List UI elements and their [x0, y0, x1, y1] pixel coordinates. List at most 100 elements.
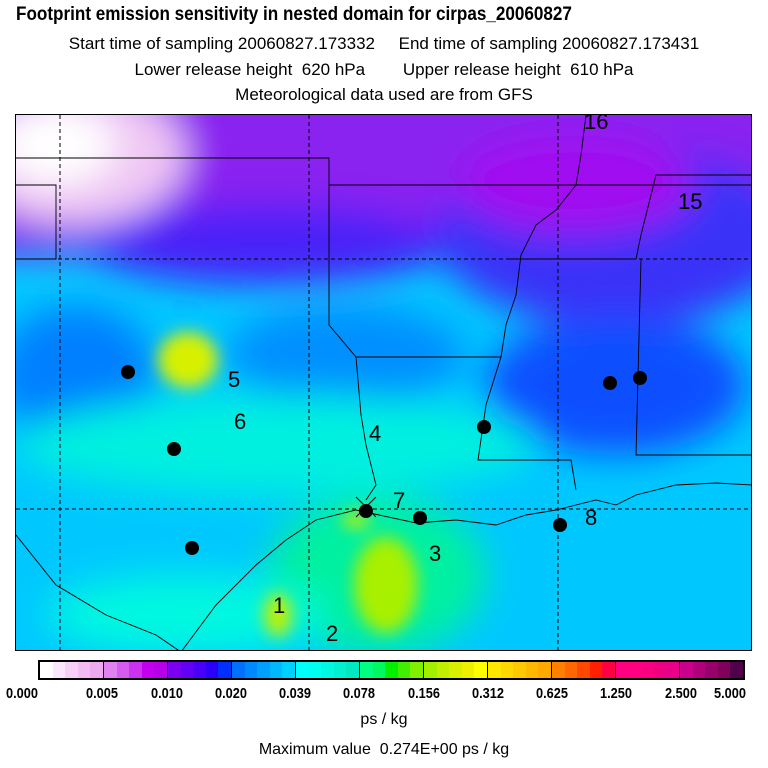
map-label: 5 [228, 367, 240, 392]
colorbar-segment [488, 662, 552, 678]
colorbar-swatch [525, 662, 539, 678]
receptor-marker [477, 420, 491, 434]
colorbar-swatch [461, 662, 475, 678]
colorbar-swatch [641, 662, 654, 678]
colorbar-swatch [602, 662, 615, 678]
receptor-marker [359, 504, 373, 518]
colorbar-tick-label: 0.039 [279, 685, 312, 702]
maximum-value: Maximum value 0.274E+00 ps / kg [258, 741, 510, 758]
colorbar-segment [680, 662, 743, 678]
map-labels: 16 15 5 6 4 7 3 8 1 2 [228, 115, 702, 646]
colorbar-swatch [564, 662, 578, 678]
colorbar-swatch [513, 662, 526, 678]
colorbar-swatch [244, 662, 258, 678]
colorbar-swatch [205, 662, 219, 678]
colorbar-swatch [474, 662, 487, 678]
colorbar-swatch [717, 662, 731, 678]
receptor-marker [167, 442, 181, 456]
colorbar-swatch [372, 662, 386, 678]
colorbar-tick-label: 2.500 [664, 685, 697, 702]
colorbar-swatch [628, 662, 642, 678]
colorbar-swatch [500, 662, 514, 678]
colorbar-tick-label: 0.005 [86, 685, 119, 702]
colorbar-swatch [589, 662, 603, 678]
colorbar-unit: ps / kg [360, 711, 408, 728]
map-svg: 16 15 5 6 4 7 3 8 1 2 [16, 115, 751, 650]
colorbar-swatch [168, 662, 181, 678]
colorbar-swatch [666, 662, 679, 678]
colorbar-swatch [154, 662, 167, 678]
colorbar-swatch [193, 662, 206, 678]
colorbar-swatch [436, 662, 450, 678]
colorbar-segment [552, 662, 616, 678]
colorbar-tick-label: 0.078 [343, 685, 376, 702]
colorbar [38, 660, 745, 680]
receptor-marker [185, 541, 199, 555]
colorbar-swatch [488, 662, 501, 678]
colorbar-segment [104, 662, 168, 678]
receptor-markers [121, 365, 647, 555]
map-label: 4 [369, 421, 381, 446]
colorbar-tick-label: 0.000 [6, 685, 38, 702]
map-label: 8 [585, 505, 597, 530]
colorbar-segment [296, 662, 360, 678]
colorbar-swatch [680, 662, 693, 678]
colorbar-swatch [40, 662, 53, 678]
colorbar-segment [360, 662, 424, 678]
colorbar-swatch [269, 662, 283, 678]
colorbar-segment [424, 662, 488, 678]
colorbar-swatch [77, 662, 91, 678]
colorbar-swatch [65, 662, 78, 678]
receptor-marker [121, 365, 135, 379]
colorbar-swatch [538, 662, 551, 678]
colorbar-swatch [333, 662, 347, 678]
map-label: 1 [273, 593, 285, 618]
receptor-marker [553, 518, 567, 532]
colorbar-swatch [552, 662, 565, 678]
colorbar-tick-label: 1.250 [600, 685, 633, 702]
map-label: 2 [326, 621, 338, 646]
colorbar-swatch [410, 662, 423, 678]
sampling-times: Start time of sampling 20060827.173332 E… [68, 34, 700, 53]
footprint-map: 16 15 5 6 4 7 3 8 1 2 [15, 114, 752, 651]
map-label: 6 [234, 409, 246, 434]
colorbar-swatch [385, 662, 398, 678]
colorbar-tick-label: 0.010 [150, 685, 183, 702]
colorbar-swatch [346, 662, 359, 678]
map-label: 16 [584, 115, 608, 134]
colorbar-swatch [116, 662, 130, 678]
colorbar-tick-label: 5.000 [714, 685, 746, 702]
colorbar-tick-label: 0.156 [407, 685, 440, 702]
colorbar-swatch [308, 662, 322, 678]
colorbar-swatch [282, 662, 295, 678]
colorbar-swatch [232, 662, 245, 678]
map-label: 15 [678, 189, 702, 214]
colorbar-swatch [90, 662, 103, 678]
colorbar-swatch [360, 662, 373, 678]
colorbar-swatch [321, 662, 334, 678]
receptor-marker [603, 376, 617, 390]
colorbar-swatch [424, 662, 437, 678]
colorbar-swatch [296, 662, 309, 678]
map-label: 7 [393, 488, 405, 513]
colorbar-swatch [141, 662, 155, 678]
colorbar-segment [40, 662, 104, 678]
receptor-marker [413, 511, 427, 525]
receptor-marker [633, 371, 647, 385]
release-heights: Lower release height 620 hPa Upper relea… [134, 60, 634, 79]
colorbar-swatch [104, 662, 117, 678]
colorbar-segment [232, 662, 296, 678]
colorbar-swatch [653, 662, 667, 678]
lat-lon-grid [16, 115, 751, 650]
colorbar-tick-label: 0.020 [214, 685, 247, 702]
colorbar-segment [168, 662, 232, 678]
colorbar-swatch [180, 662, 194, 678]
map-label: 3 [429, 541, 441, 566]
colorbar-swatch [730, 662, 743, 678]
release-point-icon [355, 496, 377, 518]
colorbar-segment [616, 662, 680, 678]
colorbar-swatch [397, 662, 411, 678]
colorbar-swatch [129, 662, 142, 678]
colorbar-swatch [257, 662, 270, 678]
colorbar-swatch [705, 662, 718, 678]
